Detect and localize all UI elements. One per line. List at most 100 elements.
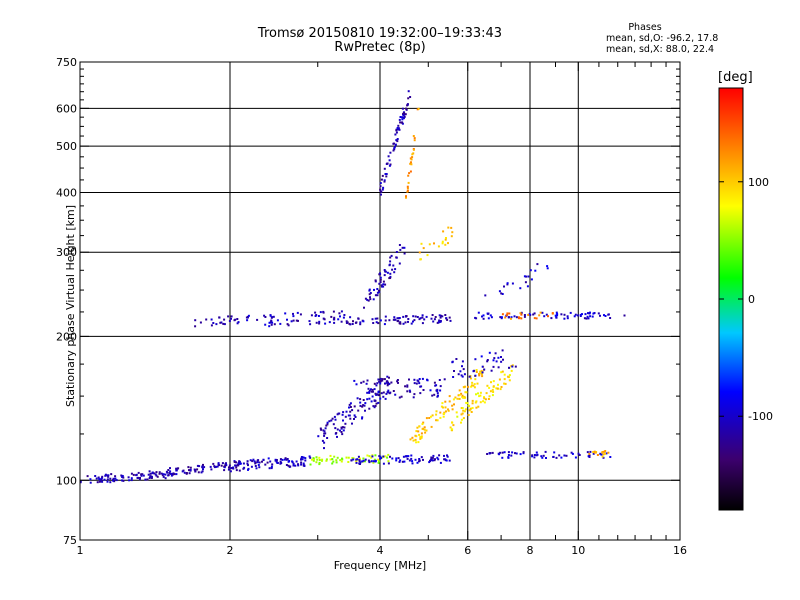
x-axis-label: Frequency [MHz] [333, 559, 427, 572]
data-point [416, 379, 419, 382]
data-point [378, 455, 381, 458]
data-point [492, 391, 495, 393]
data-point [380, 392, 383, 395]
data-point [103, 478, 106, 481]
data-point [371, 454, 374, 457]
data-point [356, 458, 359, 461]
data-point [469, 377, 472, 380]
data-point [488, 351, 491, 354]
data-point [588, 452, 591, 455]
data-point [579, 315, 582, 317]
data-point [223, 466, 226, 469]
data-point [501, 313, 504, 316]
data-point [534, 269, 537, 272]
data-point [420, 435, 423, 438]
data-point [416, 461, 419, 464]
data-point [340, 320, 343, 323]
data-point [403, 252, 406, 255]
data-point [560, 313, 563, 316]
data-point [489, 314, 492, 317]
data-point [408, 459, 411, 462]
data-point [587, 312, 589, 315]
data-point [487, 312, 490, 315]
data-point [388, 164, 391, 167]
data-point [112, 477, 115, 480]
data-point [480, 373, 483, 375]
data-point [230, 315, 233, 318]
data-point [479, 394, 482, 397]
data-point [510, 317, 512, 320]
data-point [215, 323, 218, 326]
data-point [318, 320, 321, 323]
data-point [393, 147, 396, 150]
data-point [330, 315, 333, 318]
data-point [194, 319, 197, 322]
data-point [334, 427, 337, 430]
data-point [439, 316, 442, 319]
data-point [467, 404, 470, 407]
data-point [401, 122, 404, 125]
data-point [254, 461, 257, 464]
data-point [535, 451, 538, 454]
data-point [513, 315, 516, 318]
data-point [121, 475, 124, 477]
data-point [175, 473, 178, 476]
data-point [162, 475, 165, 478]
data-point [109, 481, 112, 484]
data-point [149, 472, 152, 475]
data-point [379, 379, 382, 382]
data-point [396, 379, 399, 381]
data-point [381, 174, 384, 177]
data-point [465, 391, 468, 394]
data-point [333, 455, 336, 458]
data-point [162, 473, 165, 476]
data-point [520, 313, 523, 316]
data-point [350, 459, 353, 462]
data-point [444, 314, 447, 316]
data-point [210, 318, 213, 321]
data-point [300, 456, 303, 458]
data-point [383, 167, 386, 170]
data-point [233, 461, 236, 463]
data-point [355, 383, 358, 386]
data-point [300, 461, 303, 464]
data-point [325, 458, 328, 461]
data-point [421, 322, 424, 325]
data-point [270, 467, 273, 470]
colorbar-tick-label: 0 [748, 293, 755, 306]
data-point [264, 323, 267, 326]
data-point [566, 315, 569, 318]
data-point [98, 478, 101, 481]
data-point [364, 402, 367, 405]
data-point [535, 317, 538, 320]
data-point [372, 461, 375, 464]
data-point [399, 459, 402, 462]
data-point [604, 452, 607, 455]
data-point [223, 323, 226, 326]
data-point [397, 127, 400, 130]
data-point [501, 370, 504, 373]
data-point [451, 421, 454, 424]
data-point [432, 320, 435, 323]
data-point [437, 321, 440, 324]
data-point [368, 461, 371, 464]
data-point [245, 316, 248, 319]
data-point [385, 392, 388, 395]
data-point [205, 318, 208, 321]
data-point [361, 460, 364, 463]
data-point [418, 425, 421, 428]
data-point [597, 312, 600, 315]
data-point [114, 475, 117, 478]
data-point [269, 321, 272, 324]
data-point [563, 313, 566, 316]
data-point [395, 256, 398, 259]
data-point [199, 321, 202, 324]
data-point [98, 480, 101, 483]
data-point [511, 365, 514, 368]
data-point [483, 396, 485, 399]
data-point [135, 473, 138, 476]
data-point [453, 370, 455, 372]
data-point [323, 430, 326, 433]
data-point [256, 318, 259, 321]
data-point [331, 462, 334, 465]
